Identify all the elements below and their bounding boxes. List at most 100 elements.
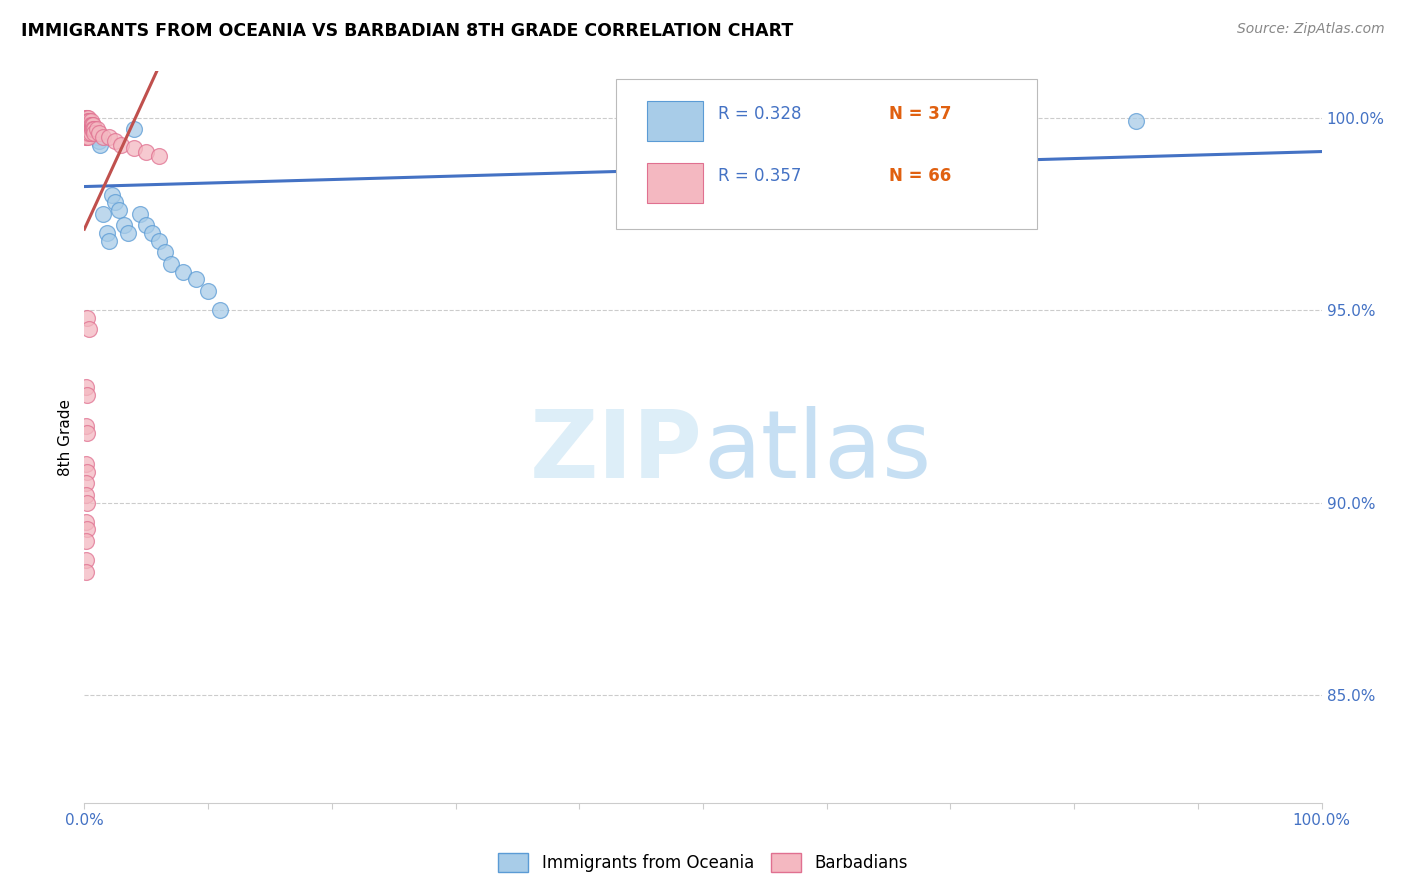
Point	[91, 207, 114, 221]
Point	[75, 380, 97, 394]
Point	[79, 118, 101, 132]
Text: atlas: atlas	[703, 406, 931, 498]
Point	[75, 515, 97, 529]
Point	[89, 134, 111, 148]
Point	[148, 234, 170, 248]
Point	[75, 488, 97, 502]
Point	[76, 114, 98, 128]
Point	[77, 122, 100, 136]
Point	[100, 187, 122, 202]
Point	[79, 126, 101, 140]
FancyBboxPatch shape	[616, 78, 1038, 228]
Point	[172, 264, 194, 278]
Point	[129, 207, 152, 221]
Point	[98, 234, 121, 248]
Point	[79, 122, 101, 136]
Point	[108, 202, 131, 217]
Legend: Immigrants from Oceania, Barbadians: Immigrants from Oceania, Barbadians	[492, 846, 914, 879]
Point	[184, 272, 207, 286]
Point	[75, 534, 97, 549]
Point	[160, 257, 183, 271]
Point	[79, 122, 101, 136]
Point	[98, 129, 121, 144]
Y-axis label: 8th Grade: 8th Grade	[58, 399, 73, 475]
Point	[82, 118, 104, 132]
Point	[77, 126, 100, 140]
Point	[117, 226, 139, 240]
Text: ZIP: ZIP	[530, 406, 703, 498]
Point	[209, 303, 232, 318]
Point	[75, 129, 97, 144]
Point	[75, 129, 97, 144]
Point	[76, 523, 98, 537]
Point	[1125, 114, 1147, 128]
Point	[110, 137, 132, 152]
Point	[75, 111, 97, 125]
Point	[84, 126, 107, 140]
Point	[80, 118, 103, 132]
Point	[77, 114, 100, 128]
Point	[76, 111, 98, 125]
Point	[75, 111, 97, 125]
FancyBboxPatch shape	[647, 162, 703, 203]
Point	[75, 553, 97, 567]
Point	[75, 118, 97, 132]
Text: N = 37: N = 37	[889, 104, 950, 123]
Point	[79, 114, 101, 128]
Point	[77, 129, 100, 144]
Point	[76, 126, 98, 140]
Point	[104, 195, 127, 210]
Text: N = 66: N = 66	[889, 167, 950, 185]
Point	[75, 457, 97, 471]
Point	[75, 565, 97, 579]
Point	[76, 122, 98, 136]
Point	[197, 284, 219, 298]
Point	[153, 245, 176, 260]
Point	[77, 118, 100, 132]
Text: Source: ZipAtlas.com: Source: ZipAtlas.com	[1237, 22, 1385, 37]
Point	[83, 122, 105, 136]
Point	[75, 118, 97, 132]
Point	[1001, 114, 1024, 128]
Point	[75, 122, 97, 136]
Point	[76, 426, 98, 441]
Point	[76, 122, 98, 136]
Point	[86, 129, 108, 144]
Point	[96, 226, 118, 240]
Point	[80, 122, 103, 136]
Point	[75, 114, 97, 128]
Point	[83, 122, 105, 136]
Point	[79, 126, 101, 140]
Point	[76, 310, 98, 325]
Point	[76, 465, 98, 479]
Point	[82, 126, 104, 140]
Point	[76, 122, 98, 136]
Point	[82, 122, 104, 136]
Text: IMMIGRANTS FROM OCEANIA VS BARBADIAN 8TH GRADE CORRELATION CHART: IMMIGRANTS FROM OCEANIA VS BARBADIAN 8TH…	[21, 22, 793, 40]
Point	[148, 149, 170, 163]
Point	[79, 118, 101, 132]
Point	[89, 137, 111, 152]
Point	[75, 126, 97, 140]
Point	[79, 322, 101, 336]
Point	[75, 126, 97, 140]
Point	[79, 122, 101, 136]
Point	[91, 129, 114, 144]
Point	[76, 495, 98, 509]
Point	[76, 388, 98, 402]
Point	[75, 122, 97, 136]
Point	[122, 122, 145, 136]
Point	[122, 141, 145, 155]
Point	[75, 114, 97, 128]
Point	[79, 126, 101, 140]
Point	[112, 219, 135, 233]
Point	[135, 145, 157, 160]
Point	[76, 118, 98, 132]
Point	[76, 114, 98, 128]
Point	[79, 122, 101, 136]
Text: R = 0.357: R = 0.357	[718, 167, 801, 185]
Point	[80, 122, 103, 136]
Point	[77, 118, 100, 132]
Point	[141, 226, 163, 240]
Point	[75, 118, 97, 132]
